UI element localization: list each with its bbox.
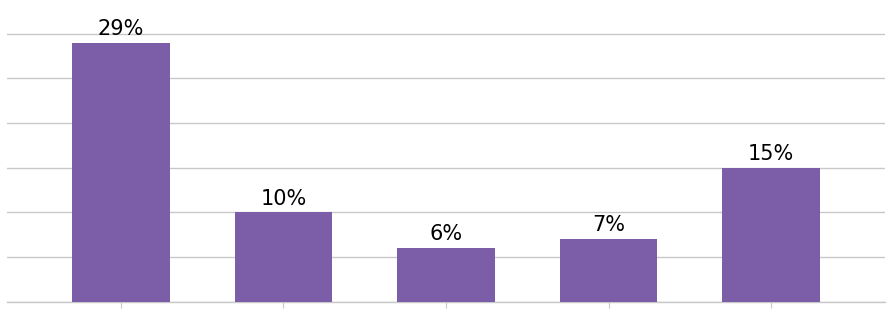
Bar <box>72 43 169 301</box>
Text: 10%: 10% <box>260 189 307 209</box>
Bar <box>723 168 820 301</box>
Bar <box>235 212 332 301</box>
Bar <box>560 239 657 301</box>
Text: 29%: 29% <box>97 19 144 39</box>
Text: 7%: 7% <box>592 215 625 236</box>
Bar <box>397 248 495 301</box>
Text: 15%: 15% <box>748 144 795 164</box>
Text: 6%: 6% <box>429 225 463 244</box>
